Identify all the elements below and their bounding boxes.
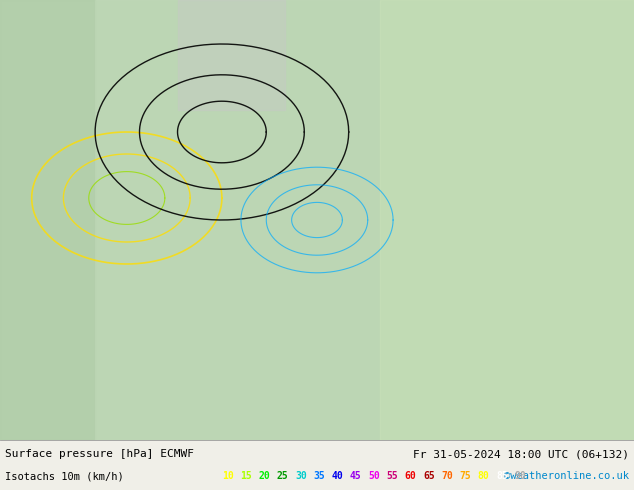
Text: 80: 80	[478, 471, 489, 481]
Text: 15: 15	[240, 471, 252, 481]
Text: Isotachs 10m (km/h): Isotachs 10m (km/h)	[5, 471, 124, 481]
Text: 30: 30	[295, 471, 307, 481]
Text: 70: 70	[441, 471, 453, 481]
Text: 75: 75	[460, 471, 471, 481]
Text: 45: 45	[350, 471, 361, 481]
Text: ©weatheronline.co.uk: ©weatheronline.co.uk	[504, 471, 629, 481]
Text: 65: 65	[423, 471, 435, 481]
Text: Fr 31-05-2024 18:00 UTC (06+132): Fr 31-05-2024 18:00 UTC (06+132)	[413, 449, 629, 459]
Text: 10: 10	[222, 471, 234, 481]
Text: 50: 50	[368, 471, 380, 481]
Text: 85: 85	[496, 471, 508, 481]
Text: 25: 25	[277, 471, 288, 481]
Text: 35: 35	[313, 471, 325, 481]
Text: Surface pressure [hPa] ECMWF: Surface pressure [hPa] ECMWF	[5, 449, 194, 459]
Text: 40: 40	[332, 471, 344, 481]
Text: 20: 20	[259, 471, 270, 481]
Text: 60: 60	[404, 471, 417, 481]
Text: 55: 55	[387, 471, 398, 481]
Text: 90: 90	[514, 471, 526, 481]
